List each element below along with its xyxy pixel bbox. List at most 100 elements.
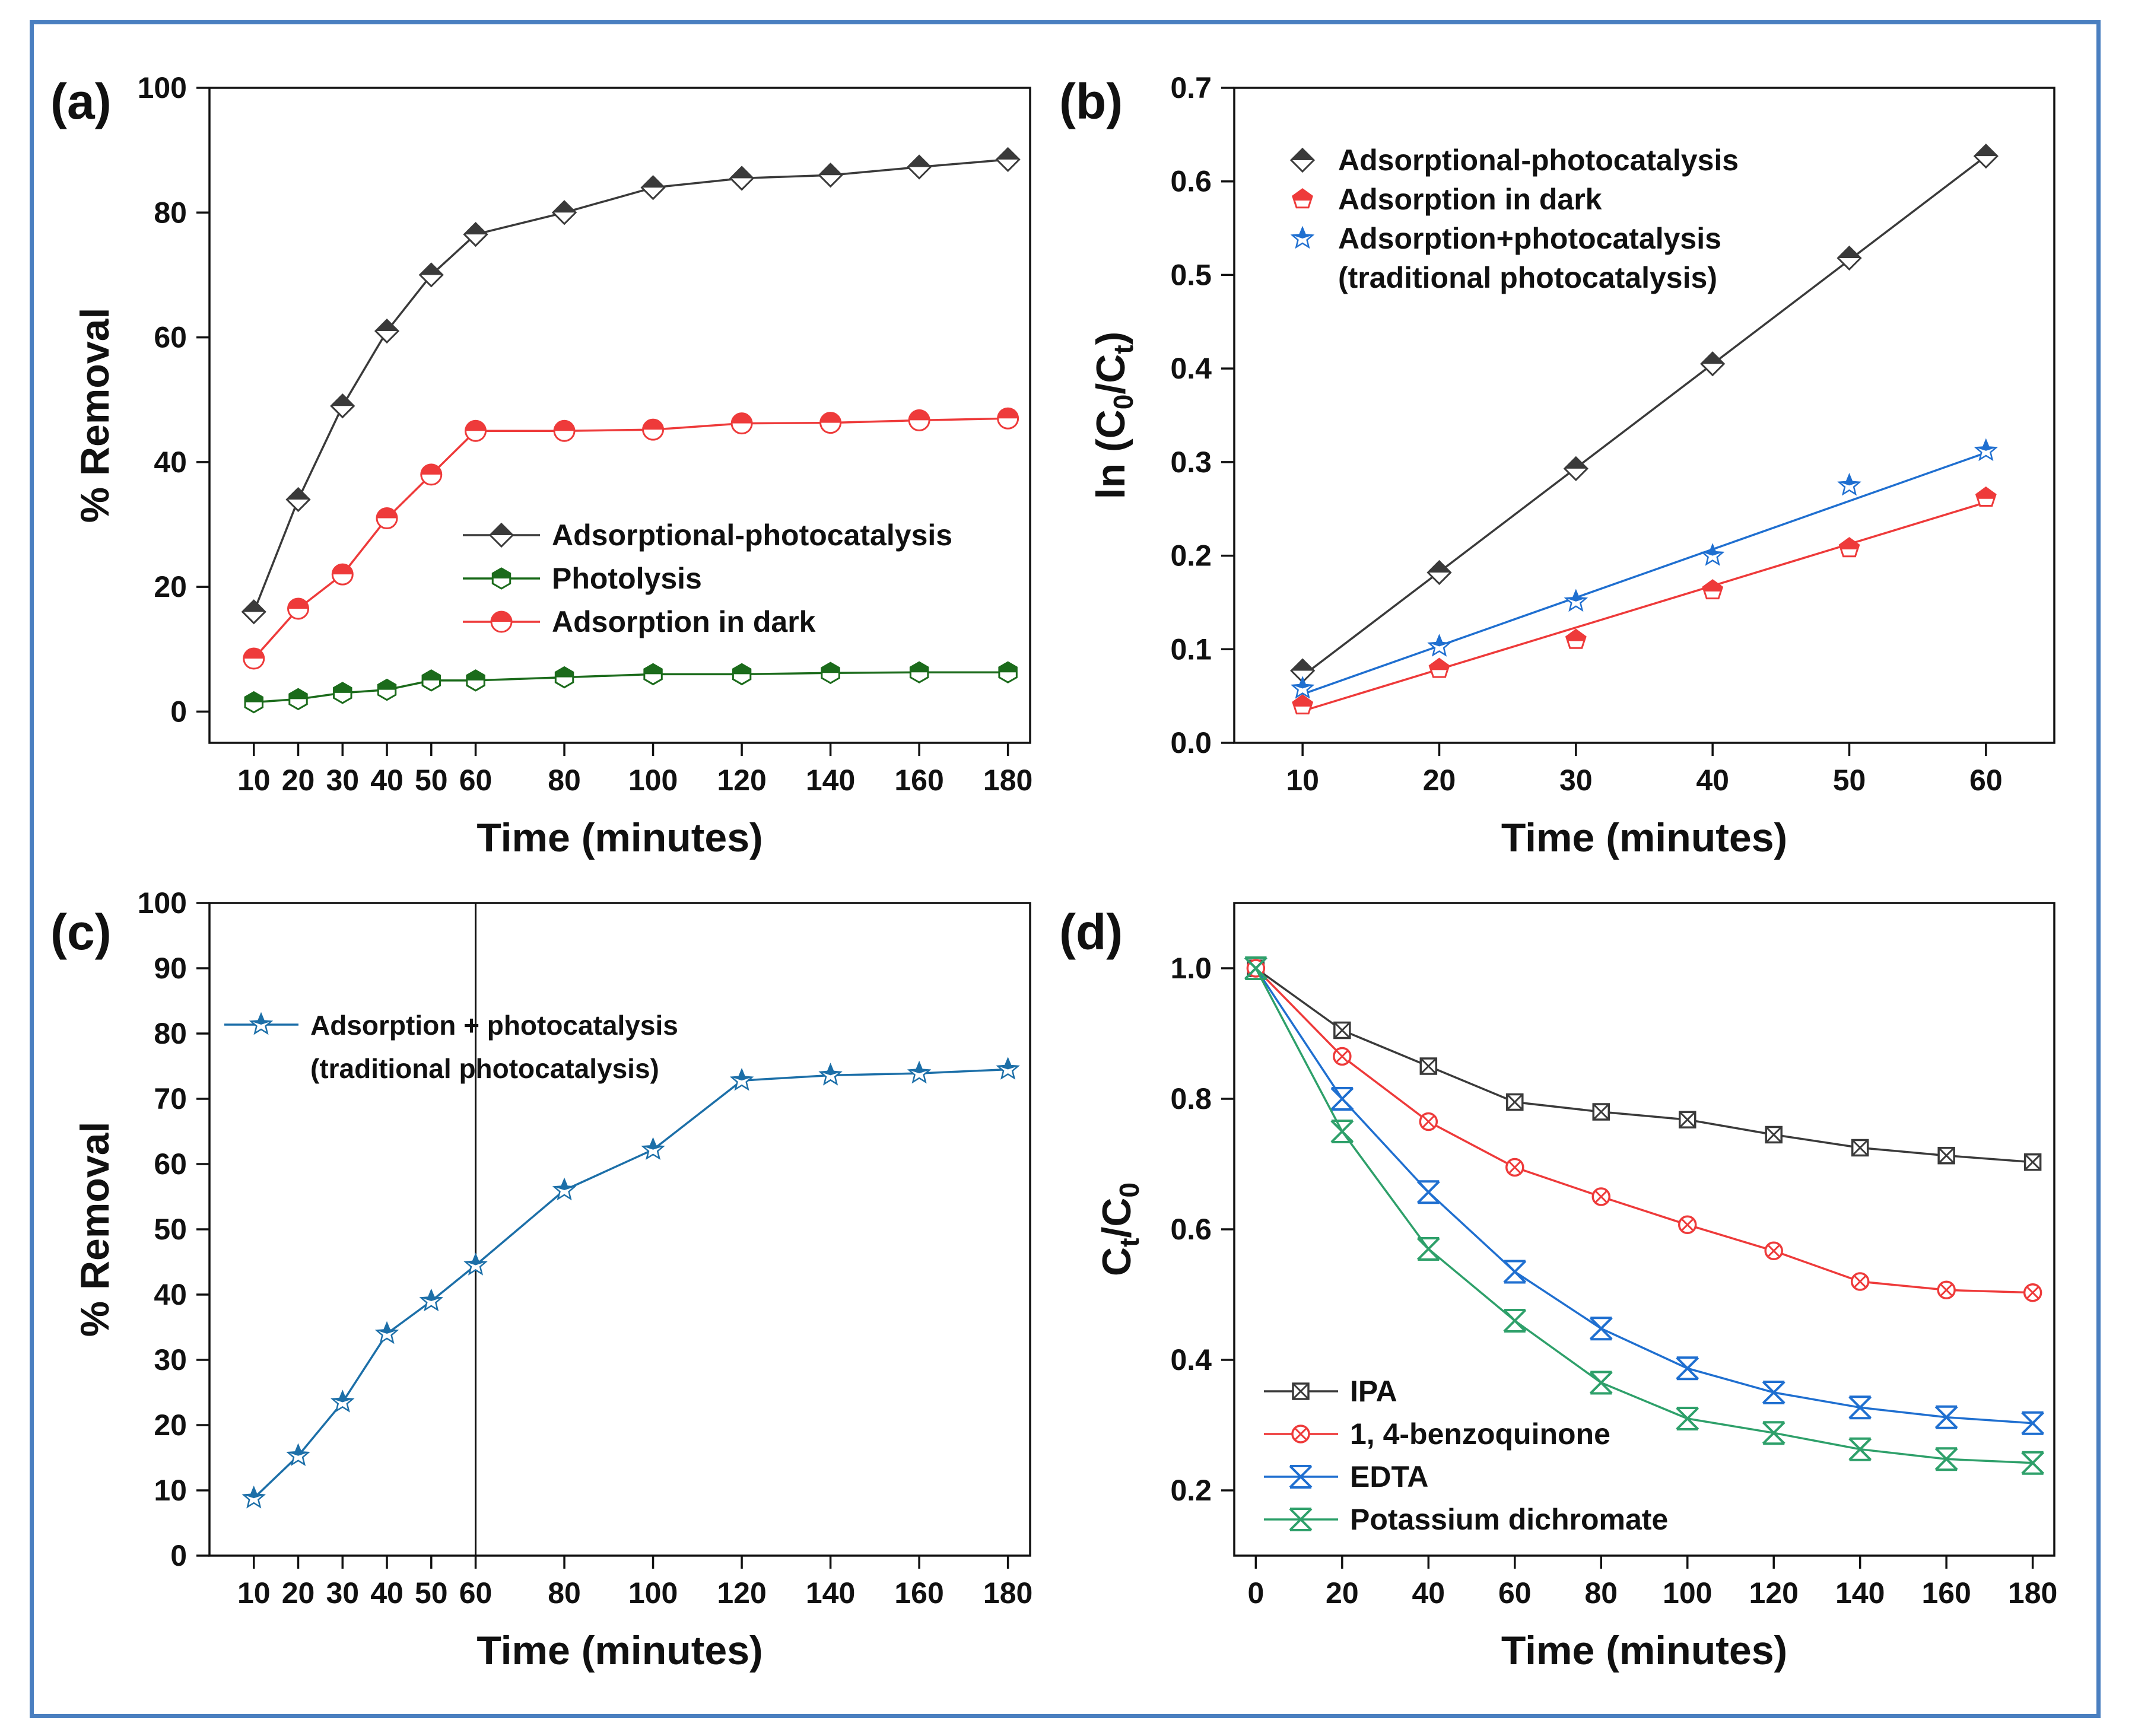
y-tick-label: 40	[154, 1278, 187, 1311]
data-point	[1292, 694, 1314, 715]
legend-entry-adsorptional-photocatalysis: Adsorptional-photocatalysis	[1338, 144, 1739, 177]
x-tick-label: 140	[806, 1576, 855, 1610]
data-point	[907, 1060, 932, 1084]
y-tick-label: 30	[154, 1343, 187, 1376]
data-point	[1676, 1356, 1699, 1381]
y-axis-title-b: ln (C0/Ct)	[1088, 332, 1139, 500]
legend-entry-photolysis: Photolysis	[552, 562, 702, 595]
data-point	[1678, 1111, 1696, 1128]
series-adsorption-in-dark	[243, 407, 1019, 670]
data-point	[1934, 1405, 1958, 1429]
series-adsorptional-photocatalysis	[1290, 144, 1999, 683]
data-point	[1591, 1187, 1611, 1206]
data-point	[908, 409, 930, 431]
legend-marker	[1289, 1465, 1313, 1489]
y-tick-label: 0	[170, 695, 187, 728]
y-tick-label: 0.2	[1170, 539, 1212, 573]
data-point	[1838, 537, 1860, 558]
data-point	[2021, 1411, 2045, 1435]
x-axis-title-c: Time (minutes)	[476, 1628, 762, 1673]
axes-frame	[208, 902, 1031, 1557]
y-tick-label: 0.0	[1170, 726, 1212, 759]
series-line	[1255, 967, 2033, 1294]
x-tick-label: 100	[628, 764, 678, 797]
legend-marker	[490, 611, 513, 633]
data-point	[1762, 1421, 1785, 1445]
data-point	[819, 412, 842, 434]
legend-marker	[1289, 147, 1316, 173]
data-point	[997, 407, 1019, 430]
x-tick-label: 0	[1247, 1576, 1264, 1610]
data-point	[1934, 1447, 1958, 1471]
data-point	[1765, 1125, 1783, 1144]
data-point	[466, 669, 485, 692]
data-point	[996, 1057, 1020, 1080]
axes-frame	[208, 87, 1031, 744]
legend-entry-adsorption-in-dark: Adsorption in dark	[1338, 183, 1602, 216]
panel-label-a: (a)	[50, 74, 112, 129]
y-tick-label: 50	[154, 1213, 187, 1246]
x-ticks: 10 20 30 40 50 60	[1286, 743, 2003, 797]
data-point	[1837, 245, 1862, 271]
x-ticks: 10 20 30 40 50 60 80 100 120 140 160 180	[237, 1556, 1032, 1610]
y-tick-label: 0.3	[1170, 446, 1212, 479]
data-point	[242, 1485, 266, 1509]
fit-line	[1302, 501, 1987, 713]
x-tick-label: 80	[1584, 1576, 1618, 1610]
x-tick-label: 160	[1921, 1576, 1971, 1610]
x-tick-label: 20	[1326, 1576, 1359, 1610]
legend-d: IPA 1, 4-benzoquinone EDTA Potassium dic…	[1264, 1375, 1668, 1536]
y-tick-label: 0.4	[1170, 1343, 1212, 1376]
data-point	[1851, 1139, 1869, 1157]
data-point	[642, 418, 665, 441]
legend-entry-ipa: IPA	[1350, 1375, 1397, 1408]
data-point	[420, 463, 443, 486]
data-point	[729, 166, 755, 191]
data-point	[1330, 1120, 1354, 1143]
data-point	[1426, 559, 1452, 586]
data-point	[732, 663, 752, 686]
x-tick-label: 10	[1286, 764, 1319, 797]
y-axis-title-d: Ct/C0	[1094, 1182, 1145, 1276]
x-tick-label: 40	[370, 1576, 404, 1610]
series-adsorption-photocatalysis	[242, 1057, 1020, 1509]
data-point	[1975, 486, 1997, 507]
x-tick-label: 60	[1498, 1576, 1532, 1610]
series-line	[253, 158, 1008, 612]
x-tick-label: 20	[1423, 764, 1456, 797]
x-tick-label: 120	[717, 1576, 766, 1610]
y-ticks: 0 20 40 60 80 100	[138, 71, 209, 728]
y-axis-title-a: % Removal	[72, 308, 117, 523]
x-tick-label: 60	[459, 1576, 493, 1610]
y-tick-label: 0.1	[1170, 632, 1212, 666]
panel-label-c: (c)	[50, 904, 112, 960]
panel-label-d: (d)	[1059, 904, 1123, 960]
data-point	[1333, 1047, 1352, 1066]
x-tick-label: 160	[894, 764, 943, 797]
data-point	[2021, 1451, 2045, 1475]
series-potassium-dichromate	[1244, 956, 2045, 1475]
data-point	[1848, 1437, 1872, 1461]
data-point	[552, 1177, 577, 1201]
legend-marker	[1289, 1508, 1313, 1531]
data-point	[551, 200, 577, 225]
data-point	[241, 599, 266, 625]
y-ticks: 0.2 0.4 0.6 0.8 1.0	[1170, 952, 1234, 1507]
y-axis-title-c: % Removal	[72, 1122, 117, 1337]
data-point	[818, 163, 843, 188]
x-tick-label: 180	[983, 1576, 1032, 1610]
legend-entry-adsorption-photocatalysis-line2: (traditional photocatalysis)	[310, 1053, 659, 1084]
x-tick-label: 20	[282, 1576, 315, 1610]
y-tick-label: 0.6	[1170, 165, 1212, 198]
data-point	[287, 597, 310, 620]
legend-b: Adsorptional-photocatalysis Adsorption i…	[1289, 144, 1739, 294]
data-point	[1676, 1407, 1699, 1430]
data-point	[286, 1443, 310, 1466]
y-tick-label: 80	[154, 196, 187, 229]
data-point	[643, 663, 663, 686]
data-point	[1702, 579, 1724, 600]
data-point	[995, 147, 1021, 173]
data-point	[641, 1137, 665, 1160]
data-point	[1416, 1237, 1440, 1261]
